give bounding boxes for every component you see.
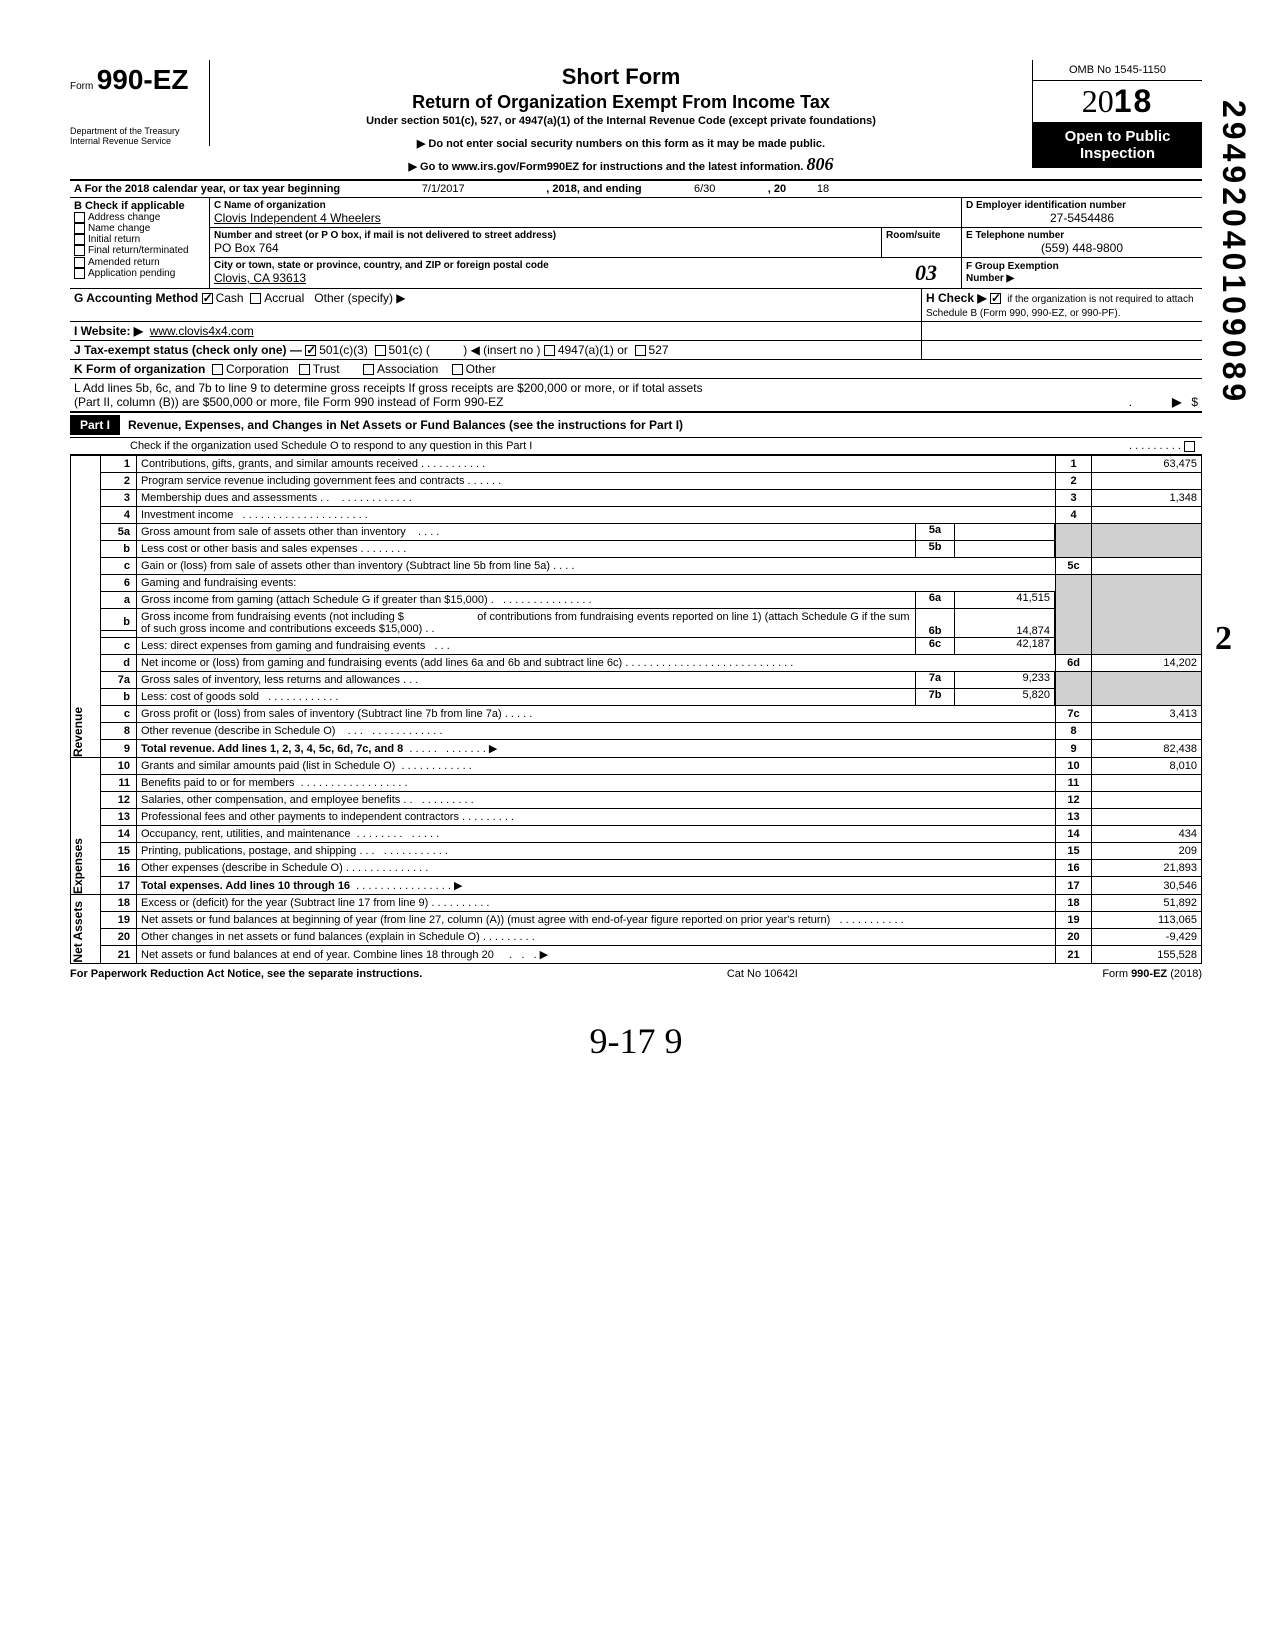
cb-pending[interactable] — [74, 268, 85, 279]
cb-schedule-o[interactable] — [1184, 441, 1195, 452]
netassets-label: Net Assets — [71, 901, 85, 963]
form-section: Under section 501(c), 527, or 4947(a)(1)… — [220, 115, 1022, 127]
cb-address-change[interactable] — [74, 212, 85, 223]
form-subtitle: Return of Organization Exempt From Incom… — [220, 92, 1022, 113]
main-table: Revenue 1Contributions, gifts, grants, a… — [70, 455, 1202, 964]
hand-big-2: 2 — [1215, 620, 1232, 658]
part-1-badge: Part I — [70, 415, 120, 435]
c-label: C Name of organization — [214, 200, 957, 211]
hand-signature-date: 9-17 9 — [70, 1020, 1202, 1062]
amt-1: 63,475 — [1092, 456, 1202, 473]
expenses-label: Expenses — [71, 838, 85, 894]
omb-number: OMB No 1545-1150 — [1033, 60, 1202, 81]
form-prefix: Form — [70, 81, 93, 92]
org-name: Clovis Independent 4 Wheelers — [214, 211, 957, 225]
f-label2: Number ▶ — [966, 273, 1014, 284]
org-city: Clovis, CA 93613 — [214, 271, 549, 285]
goto-link: ▶ Go to www.irs.gov/Form990EZ for instru… — [220, 154, 1022, 175]
cb-name-change[interactable] — [74, 223, 85, 234]
cb-501c3[interactable] — [305, 345, 316, 356]
dept-line1: Department of the Treasury — [70, 126, 209, 136]
form-number: 990-EZ — [97, 64, 189, 95]
footer-mid: Cat No 10642I — [727, 968, 798, 980]
j-label: J Tax-exempt status (check only one) — — [74, 343, 302, 357]
l-text1: L Add lines 5b, 6c, and 7b to line 9 to … — [74, 381, 1198, 395]
hand-806: 806 — [807, 154, 834, 174]
footer-left: For Paperwork Reduction Act Notice, see … — [70, 968, 422, 980]
f-label: F Group Exemption — [966, 261, 1059, 272]
revenue-label: Revenue — [71, 707, 85, 757]
form-header: Form 990-EZ Department of the Treasury I… — [70, 60, 1202, 181]
cb-trust[interactable] — [299, 364, 310, 375]
cb-4947[interactable] — [544, 345, 555, 356]
cb-initial-return[interactable] — [74, 234, 85, 245]
cb-cash[interactable] — [202, 293, 213, 304]
cb-501c[interactable] — [375, 345, 386, 356]
part-1-title: Revenue, Expenses, and Changes in Net As… — [128, 418, 683, 432]
dept-line2: Internal Revenue Service — [70, 136, 209, 146]
cb-amended[interactable] — [74, 257, 85, 268]
footer-right: Form 990-EZ (2018) — [1102, 968, 1202, 980]
addr-label: Number and street (or P O box, if mail i… — [214, 230, 877, 241]
hand-03: 03 — [915, 260, 957, 286]
footer: For Paperwork Reduction Act Notice, see … — [70, 964, 1202, 980]
h-label: H Check ▶ — [926, 291, 987, 305]
phone-value: (559) 448-9800 — [966, 241, 1198, 255]
cb-other-org[interactable] — [452, 364, 463, 375]
cb-corp[interactable] — [212, 364, 223, 375]
cb-final-return[interactable] — [74, 245, 85, 256]
cb-assoc[interactable] — [363, 364, 374, 375]
g-label: G Accounting Method — [74, 291, 198, 305]
org-address: PO Box 764 — [214, 241, 877, 255]
part-1-check-line: Check if the organization used Schedule … — [130, 440, 532, 452]
city-label: City or town, state or province, country… — [214, 260, 549, 271]
room-label: Room/suite — [881, 228, 961, 257]
tax-year: 2018 — [1033, 81, 1202, 122]
i-label: I Website: ▶ — [74, 324, 143, 338]
entity-block: B Check if applicable Address change Nam… — [70, 198, 1202, 289]
k-label: K Form of organization — [74, 362, 205, 376]
ssn-warning: ▶ Do not enter social security numbers o… — [220, 137, 1022, 150]
cb-accrual[interactable] — [250, 293, 261, 304]
ein-value: 27-5454486 — [966, 211, 1198, 225]
part-1-header: Part I Revenue, Expenses, and Changes in… — [70, 413, 1202, 438]
l-text2: (Part II, column (B)) are $500,000 or mo… — [74, 395, 504, 409]
line-a: A For the 2018 calendar year, or tax yea… — [70, 181, 1202, 198]
open-to-public: Open to Public Inspection — [1033, 122, 1202, 168]
cb-schedule-b[interactable] — [990, 293, 1001, 304]
b-header: B Check if applicable — [74, 200, 205, 212]
form-title: Short Form — [220, 64, 1022, 90]
side-barcode-text: 29492040109089 — [1215, 100, 1252, 405]
d-label: D Employer identification number — [966, 200, 1198, 211]
e-label: E Telephone number — [966, 230, 1198, 241]
website-value: www.clovis4x4.com — [150, 324, 254, 338]
cb-527[interactable] — [635, 345, 646, 356]
